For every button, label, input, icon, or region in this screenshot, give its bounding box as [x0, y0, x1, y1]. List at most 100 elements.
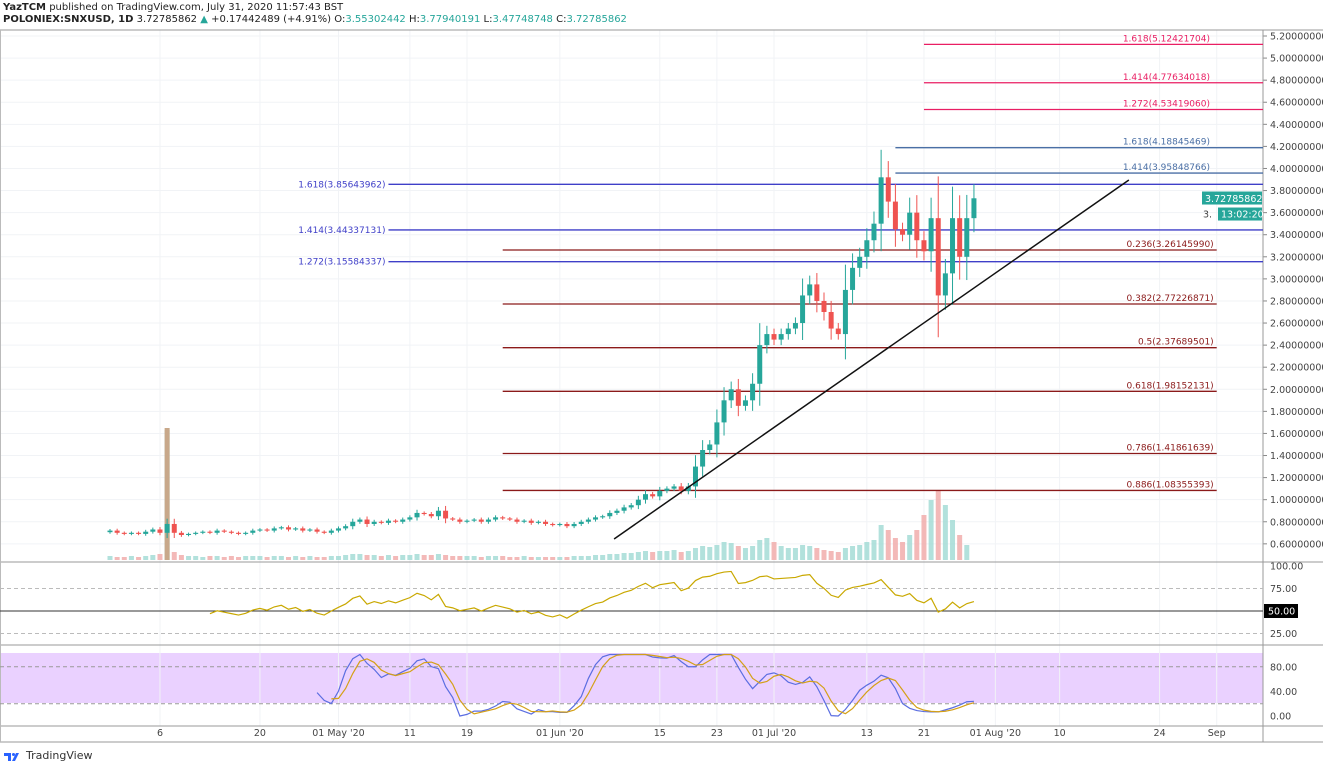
volume-bar [671, 550, 677, 560]
candle-body [700, 450, 706, 467]
price-tick-label: 2.20000000 [1270, 363, 1323, 374]
volume-bar [900, 542, 906, 560]
candle-body [614, 510, 620, 513]
candle-body [678, 486, 684, 491]
volume-bar [557, 557, 563, 560]
volume-bar [136, 557, 142, 560]
date-tick-label: 11 [404, 728, 416, 739]
volume-bar [464, 556, 470, 560]
volume-bar [343, 555, 349, 560]
volume-bar [964, 545, 970, 560]
volume-bar [371, 555, 377, 560]
candle-body [871, 223, 877, 241]
volume-bar [685, 551, 691, 560]
volume-bar [443, 555, 449, 560]
candle-body [393, 520, 399, 522]
candle-body [107, 530, 113, 533]
candle-body [707, 444, 713, 450]
price-tick-label: 3.00000000 [1270, 274, 1323, 285]
price-tick-label: 4.20000000 [1270, 142, 1323, 153]
rsi-tick-label: 100.00 [1270, 562, 1303, 573]
close-label: C: [556, 14, 567, 25]
candle-body [128, 532, 134, 534]
volume-bar [278, 556, 284, 560]
volume-bar [364, 555, 370, 560]
volume-bar [414, 554, 420, 560]
volume-bar [764, 538, 770, 560]
volume-bar [107, 556, 113, 560]
volume-bar [121, 557, 127, 560]
candle-body [471, 519, 477, 521]
candle-body [721, 400, 727, 423]
candle-body [121, 532, 127, 534]
volume-bar [236, 557, 242, 560]
date-tick-label: 19 [461, 728, 473, 739]
price-tick-label: 0.60000000 [1270, 539, 1323, 550]
volume-bar [221, 557, 227, 560]
rsi-current-label: 50.00 [1268, 607, 1295, 618]
volume-bar [914, 530, 920, 560]
fib-level-label: 0.5(2.37689501) [1138, 338, 1214, 348]
last-price: 3.72785862 [136, 14, 198, 25]
candle-body [907, 212, 913, 235]
tradingview-logo[interactable]: TradingView [4, 749, 92, 762]
candle-body [557, 523, 563, 526]
chart-bg [0, 30, 1323, 730]
volume-bar [928, 500, 934, 560]
volume-bar [307, 556, 313, 560]
price-tick-label: 3.20000000 [1270, 252, 1323, 263]
symbol-info: POLONIEX:SNXUSD, 1D 3.72785862 ▲ +0.1744… [3, 14, 627, 25]
candle-body [928, 218, 934, 252]
volume-bar [521, 556, 527, 560]
rsi-tick-label: 25.00 [1270, 629, 1297, 640]
volume-bar [171, 552, 177, 560]
volume-bar [935, 490, 941, 560]
date-tick-label: 23 [711, 728, 723, 739]
candle-body [286, 527, 291, 530]
volume-bar [186, 556, 192, 560]
stoch-tick-label: 40.00 [1270, 687, 1297, 698]
volume-bar [271, 556, 277, 560]
candle-body [443, 510, 449, 519]
candle-body [500, 517, 506, 519]
volume-bar [214, 556, 220, 560]
candle-body [371, 521, 377, 524]
fib-level-label: 0.618(1.98152131) [1127, 381, 1214, 391]
candle-body [821, 300, 827, 312]
stoch-tick-label: 80.00 [1270, 662, 1297, 673]
volume-bar [628, 553, 634, 560]
candle-body [914, 212, 920, 241]
candle-body [850, 267, 856, 290]
candle-body [400, 519, 406, 522]
volume-bar [457, 556, 463, 560]
volume-bar [571, 556, 577, 560]
candle-body [293, 528, 299, 530]
volume-bar [393, 556, 399, 560]
fib-level-label: 1.272(3.15584337) [298, 258, 385, 268]
volume-spike-bar [164, 428, 170, 560]
date-tick-label: 21 [918, 728, 930, 739]
candle-body [450, 518, 456, 520]
date-tick-label: Sep [1208, 728, 1226, 739]
candle-body [435, 510, 441, 517]
price-tick-label: 5.20000000 [1270, 32, 1323, 43]
candle-body [307, 529, 313, 531]
volume-bar [771, 542, 777, 560]
volume-bar [635, 552, 641, 560]
candle-body [571, 523, 577, 527]
price-tick-label: 1.80000000 [1270, 407, 1323, 418]
publish-info: YazTCM published on TradingView.com, Jul… [3, 2, 343, 13]
volume-bar [485, 556, 491, 560]
price-tick-label: 1.20000000 [1270, 473, 1323, 484]
price-tick-label: 3.60000000 [1270, 208, 1323, 219]
volume-bar [293, 556, 299, 560]
volume-bar [528, 557, 534, 560]
candle-body [714, 422, 720, 445]
candle-body [593, 517, 599, 520]
volume-bar [742, 548, 748, 560]
date-tick-label: 24 [1154, 728, 1166, 739]
date-tick-label: 20 [254, 728, 266, 739]
candle-body [842, 289, 848, 335]
volume-bar [871, 540, 877, 560]
